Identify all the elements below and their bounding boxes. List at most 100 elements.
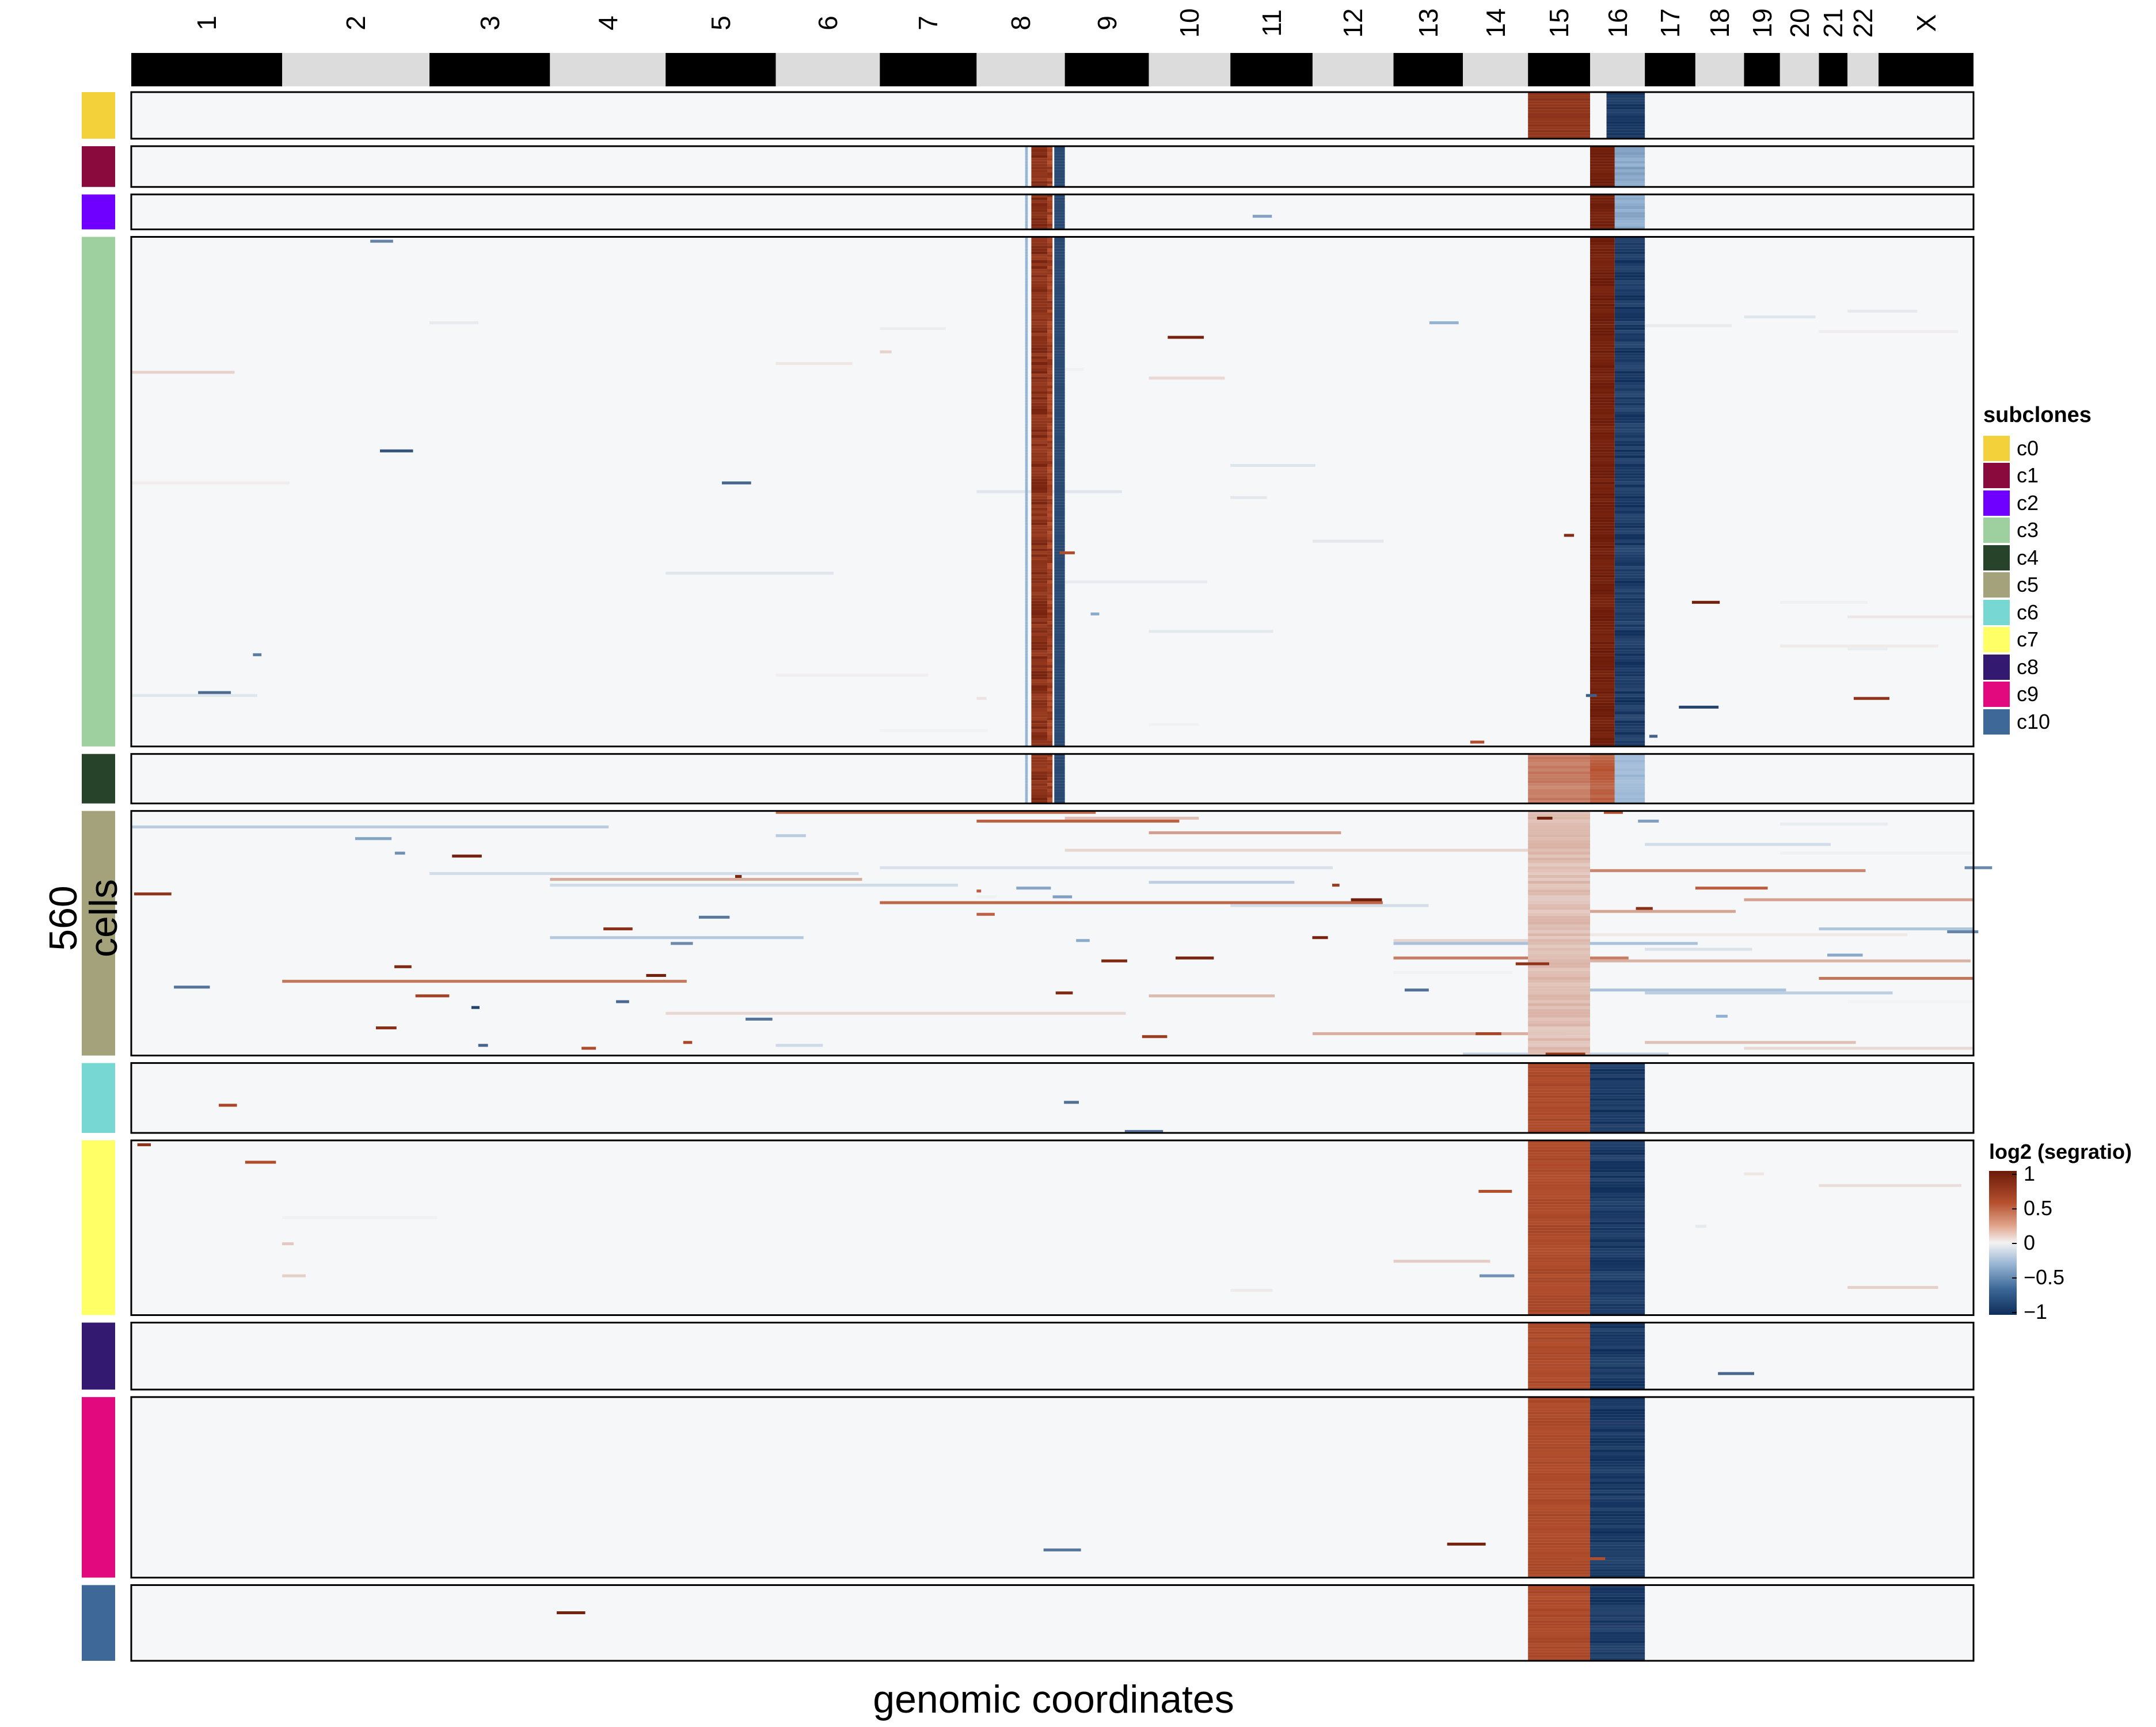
cell-segment [1590, 1372, 1645, 1375]
cell-segment [1590, 797, 1615, 801]
cell-segment [1614, 589, 1645, 592]
cell-segment [1590, 1461, 1645, 1464]
cell-segment [1528, 1363, 1590, 1367]
cell-segment [1528, 1104, 1590, 1107]
cell-segment [1614, 266, 1645, 269]
cell-segment [1590, 768, 1615, 772]
cell-segment [1054, 321, 1065, 325]
cell-segment [1054, 464, 1065, 467]
cell-segment [1031, 368, 1048, 371]
cell-segment [1590, 1475, 1645, 1479]
cell-segment [1614, 606, 1645, 610]
cell-segment [1590, 254, 1615, 257]
cell-segment [1528, 756, 1590, 760]
cell-segment [1047, 226, 1053, 230]
cell-segment [1614, 531, 1645, 534]
cell-segment [1590, 641, 1615, 645]
cell-segment [1695, 1224, 1706, 1228]
cell-segment [1031, 391, 1048, 394]
cell-segment [1025, 499, 1028, 502]
cell-segment [1590, 1614, 1645, 1618]
cell-segment [1031, 155, 1048, 158]
segratio-legend: log2 (segratio) 1 0.5 0 −0.5 −1 [1989, 1140, 2132, 1323]
cell-segment [1614, 197, 1645, 200]
cell-segment [1614, 405, 1645, 409]
panel-border-c7 [130, 1139, 1975, 1317]
cell-segment [1101, 959, 1127, 963]
cell-segment [1025, 705, 1028, 709]
cell-segment [1025, 194, 1028, 197]
chromosome-label-9: 9 [1092, 16, 1122, 31]
cell-segment [1614, 152, 1645, 155]
cell-segment [1528, 1366, 1590, 1370]
cell-segment [1025, 575, 1028, 578]
cell-segment [1031, 175, 1048, 178]
cell-segment [1528, 983, 1590, 986]
cell-segment [1025, 362, 1028, 366]
cell-segment [219, 1104, 237, 1107]
cell-segment [1614, 580, 1645, 584]
cell-segment [1054, 289, 1065, 292]
cell-segment [1590, 263, 1615, 267]
cell-segment [1025, 563, 1028, 566]
cell-segment [1031, 554, 1048, 557]
cell-segment [1054, 633, 1065, 636]
cell-segment [1528, 1397, 1590, 1400]
cell-segment [1528, 1440, 1590, 1444]
cell-segment [1614, 786, 1645, 789]
cell-segment [1528, 846, 1590, 849]
cell-segment [775, 362, 853, 366]
cell-segment [1047, 248, 1053, 252]
cell-segment [1054, 353, 1065, 356]
cell-segment [1047, 333, 1053, 336]
cell-segment [1047, 708, 1053, 712]
cell-segment [1590, 226, 1615, 230]
cell-segment [1054, 467, 1065, 470]
cell-segment [1590, 732, 1615, 735]
cell-segment [1590, 800, 1615, 804]
cell-segment [1031, 688, 1048, 691]
chromosome-label-8: 8 [1006, 16, 1036, 31]
cell-segment [1025, 723, 1028, 726]
cell-segment [1054, 641, 1065, 645]
cell-segment [1031, 303, 1048, 307]
cell-segment [1047, 510, 1053, 514]
cell-segment [1590, 774, 1615, 778]
cell-segment [1031, 650, 1048, 653]
cell-segment [1047, 405, 1053, 409]
cell-segment [1025, 691, 1028, 694]
cell-segment [1614, 417, 1645, 421]
cell-segment [1047, 309, 1053, 313]
cell-segment [1025, 295, 1028, 298]
legend-label-c10: c10 [2017, 709, 2051, 733]
cell-segment [1047, 668, 1053, 671]
cell-segment [1614, 263, 1645, 267]
cell-segment [1614, 394, 1645, 397]
cell-segment [1528, 1325, 1590, 1329]
cell-segment [1025, 780, 1028, 783]
cell-segment [1054, 732, 1065, 735]
cell-segment [1827, 953, 1863, 957]
cell-segment [1590, 184, 1615, 187]
cell-segment [1528, 754, 1590, 757]
cell-segment [1528, 1342, 1590, 1346]
subclone-panel-c1 [82, 145, 1975, 188]
cell-segment [1047, 414, 1053, 418]
cell-segment [1031, 197, 1048, 200]
cell-segment [1528, 1649, 1590, 1652]
cell-segment [1614, 344, 1645, 348]
cell-segment [1528, 1378, 1590, 1381]
cell-segment [1590, 688, 1615, 691]
cell-segment [1614, 146, 1645, 149]
cell-segment [1614, 615, 1645, 619]
cell-segment [1590, 1303, 1645, 1307]
cell-segment [1614, 286, 1645, 290]
cell-segment [1614, 789, 1645, 792]
cell-segment [1528, 936, 1590, 939]
cell-segment [1047, 598, 1053, 601]
cell-segment [1528, 1129, 1590, 1133]
cell-segment [1031, 537, 1048, 540]
cell-segment [1590, 653, 1615, 656]
cell-segment [1528, 910, 1590, 913]
